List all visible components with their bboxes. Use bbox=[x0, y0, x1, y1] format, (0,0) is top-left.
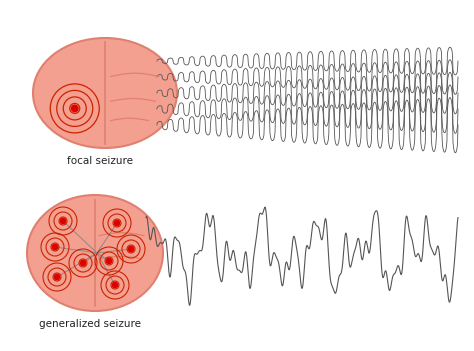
Circle shape bbox=[60, 218, 65, 224]
Circle shape bbox=[128, 246, 134, 252]
Circle shape bbox=[106, 258, 111, 264]
Circle shape bbox=[55, 274, 60, 280]
Text: generalized seizure: generalized seizure bbox=[39, 319, 141, 329]
Circle shape bbox=[53, 244, 58, 250]
Ellipse shape bbox=[27, 195, 163, 311]
Ellipse shape bbox=[33, 38, 177, 148]
Circle shape bbox=[114, 220, 119, 226]
Circle shape bbox=[81, 260, 86, 266]
Circle shape bbox=[112, 283, 118, 287]
Text: focal seizure: focal seizure bbox=[67, 156, 133, 166]
Circle shape bbox=[72, 105, 78, 112]
